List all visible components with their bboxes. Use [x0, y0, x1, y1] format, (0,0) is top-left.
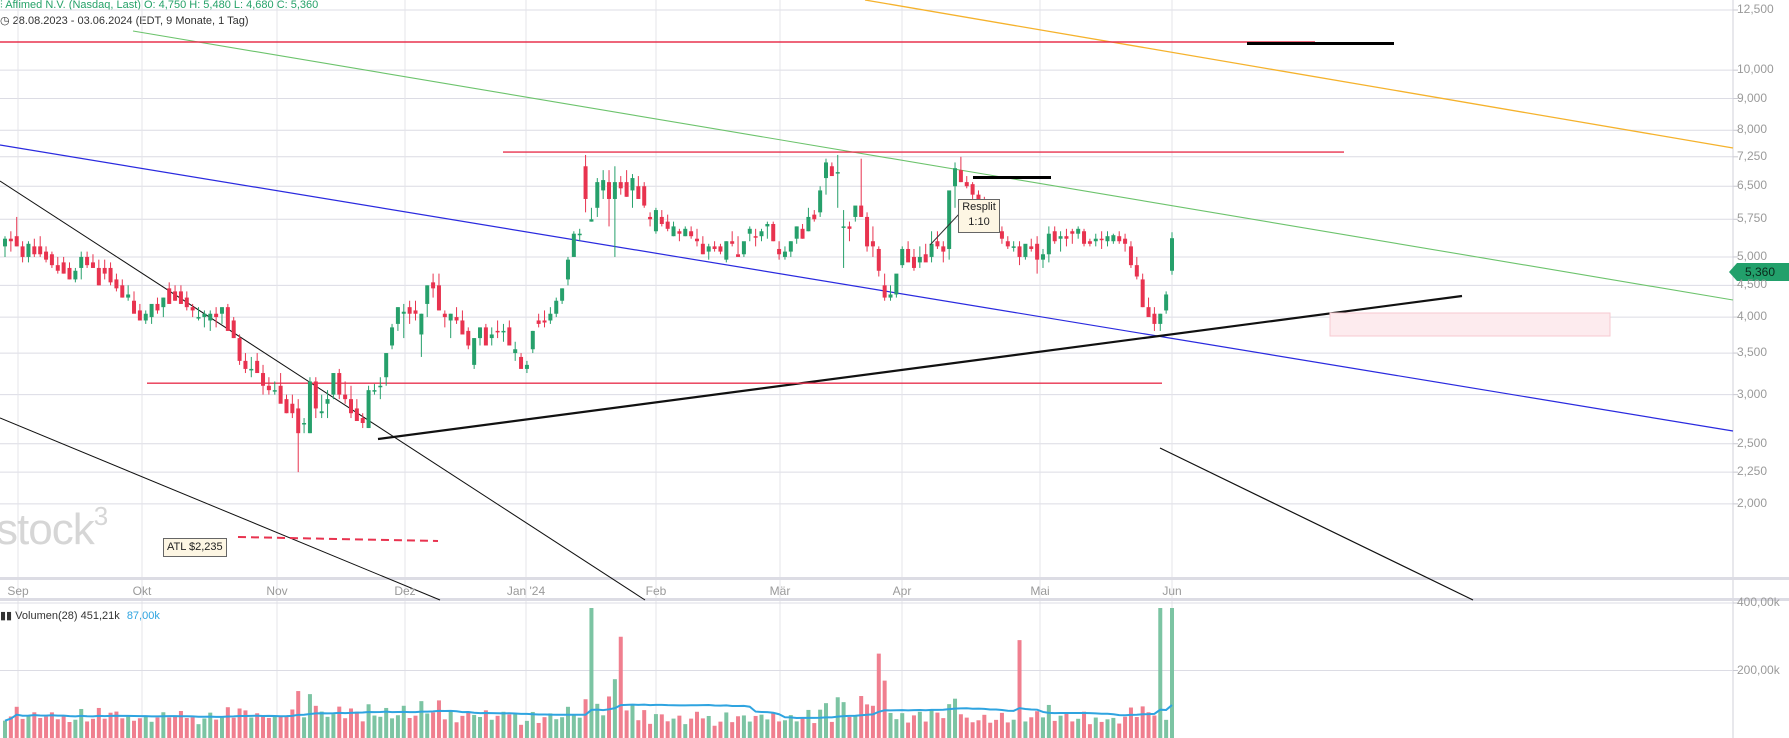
- instrument-header: ⫶ Affimed N.V. (Nasdaq, Last) O: 4,750 H…: [0, 0, 318, 12]
- volume-ma-value: 87,00k: [126, 610, 160, 622]
- atl-label: ATL $2,235: [167, 541, 223, 553]
- price-tick-label: 8,000: [1737, 122, 1768, 137]
- range-header: ◷ 28.08.2023 - 03.06.2024 (EDT, 9 Monate…: [0, 14, 249, 27]
- price-tick-label: 4,500: [1737, 277, 1768, 292]
- price-tick-label: 4,000: [1737, 309, 1768, 324]
- price-tick-label: 2,250: [1737, 464, 1768, 479]
- volume-label: Volumen(28) 451,21k: [15, 610, 120, 622]
- price-tick-label: 9,000: [1737, 90, 1768, 105]
- time-tick-label: Dez: [394, 584, 416, 598]
- last-price-badge: 5,360: [1729, 263, 1789, 281]
- price-tick-label: 10,000: [1737, 62, 1774, 77]
- clock-icon: ◷: [0, 15, 10, 27]
- time-tick-label: Jun: [1162, 584, 1182, 598]
- volume-header: ▮▮ Volumen(28) 451,21k 87,00k: [0, 609, 160, 622]
- time-tick-label: Apr: [892, 584, 912, 598]
- price-tick-label: 3,000: [1737, 386, 1768, 401]
- candlestick-icon: ⫶: [0, 0, 3, 11]
- stock3-watermark: stock3: [0, 501, 108, 554]
- time-tick-label: Jan '24: [506, 584, 546, 598]
- date-range: 28.08.2023 - 03.06.2024 (EDT, 9 Monate, …: [12, 15, 249, 27]
- price-tick-label: 6,500: [1737, 178, 1768, 193]
- price-tick-label: 7,250: [1737, 148, 1768, 163]
- price-tick-label: 5,000: [1737, 248, 1768, 263]
- price-tick-label: 5,750: [1737, 211, 1768, 226]
- trendlines: [0, 0, 1734, 601]
- resplit-label: Resplit: [962, 201, 996, 213]
- time-tick-label: Nov: [266, 584, 288, 598]
- time-tick-label: Mai: [1030, 584, 1050, 598]
- volume-bars: [3, 608, 1174, 738]
- volume-tick-label: 200,00k: [1737, 662, 1780, 677]
- instrument-ohlc: Affimed N.V. (Nasdaq, Last) O: 4,750 H: …: [5, 0, 319, 11]
- time-tick-label: Mär: [769, 584, 791, 598]
- price-tick-label: 12,500: [1737, 2, 1774, 16]
- time-tick-label: Okt: [132, 584, 152, 598]
- price-tick-label: 2,500: [1737, 435, 1768, 450]
- time-tick-label: Sep: [7, 584, 29, 598]
- volume-tick-label: 400,00k: [1737, 595, 1780, 609]
- volume-bars-icon: ▮▮: [0, 610, 13, 622]
- resplit-annotation[interactable]: Resplit 1:10: [958, 199, 1000, 233]
- price-tick-label: 3,500: [1737, 345, 1768, 360]
- time-tick-label: Feb: [645, 584, 667, 598]
- atl-annotation[interactable]: ATL $2,235: [163, 538, 227, 557]
- price-tick-label: 2,000: [1737, 495, 1768, 510]
- annotations: [929, 42, 1394, 246]
- resplit-ratio: 1:10: [968, 216, 990, 228]
